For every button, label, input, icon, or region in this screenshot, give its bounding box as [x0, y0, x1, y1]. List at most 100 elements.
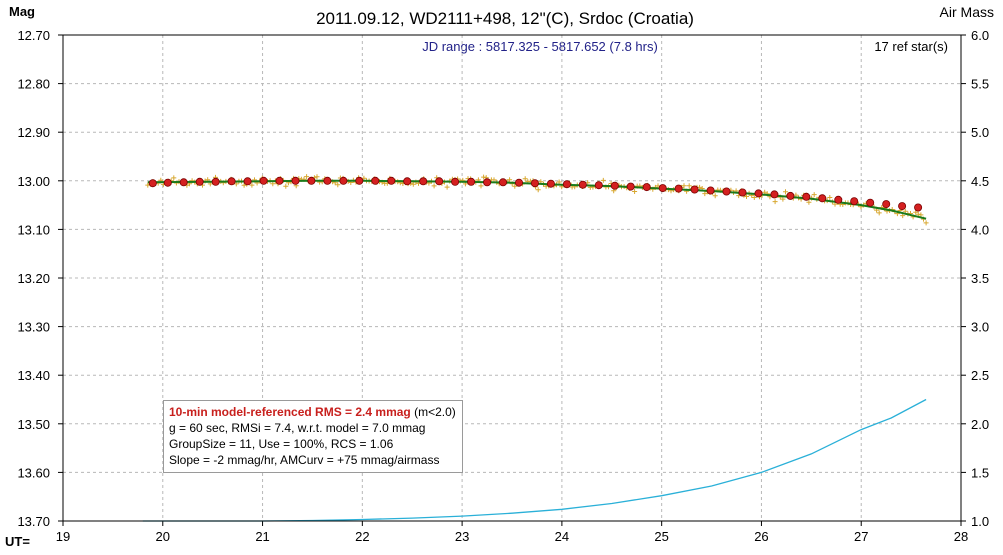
observation-point [811, 192, 817, 198]
y-tick-label: 13.10 [17, 222, 50, 237]
observation-point [171, 175, 177, 181]
y-tick-label: 13.20 [17, 271, 50, 286]
chart-title: 2011.09.12, WD2111+498, 12"(C), Srdoc (C… [316, 9, 694, 28]
binned-average-point [530, 179, 539, 188]
y-tick-label: 13.30 [17, 320, 50, 335]
y2-tick-label: 1.0 [971, 514, 989, 529]
binned-average-point [227, 177, 236, 186]
rms-headline: 10-min model-referenced RMS = 2.4 mmag [169, 405, 411, 419]
binned-average-point [387, 176, 396, 185]
y2-tick-label: 6.0 [971, 28, 989, 43]
x-tick-label: 27 [854, 529, 868, 544]
binned-average-point [834, 195, 843, 204]
observation-point [712, 193, 718, 199]
binned-average-point [259, 176, 268, 185]
stats-line-4: Slope = -2 mmag/hr, AMCurv = +75 mmag/ai… [169, 453, 440, 467]
observation-point [335, 182, 341, 188]
binned-average-point [626, 182, 635, 191]
binned-average-point [546, 179, 555, 188]
binned-average-point [435, 177, 444, 186]
observation-point [632, 189, 638, 194]
binned-average-point [914, 203, 923, 212]
x-tick-label: 25 [654, 529, 668, 544]
y-tick-label: 13.50 [17, 417, 50, 432]
observation-point [744, 194, 749, 199]
observation-point [512, 183, 518, 189]
y-tick-label: 13.60 [17, 465, 50, 480]
binned-average-point [403, 177, 412, 186]
binned-average-point [498, 178, 507, 187]
observation-point [522, 176, 528, 182]
binned-average-point [307, 176, 316, 185]
x-tick-label: 21 [255, 529, 269, 544]
y2-tick-label: 4.0 [971, 222, 989, 237]
y-tick-label: 12.70 [17, 28, 50, 43]
binned-average-point [562, 180, 571, 189]
observation-point [249, 182, 255, 188]
observation-point [304, 174, 310, 180]
stats-line-1: 10-min model-referenced RMS = 2.4 mmag (… [169, 404, 456, 420]
binned-average-point [754, 189, 763, 198]
observation-point [751, 195, 757, 200]
observation-point [444, 184, 450, 190]
y-tick-label: 12.80 [17, 77, 50, 92]
binned-average-point [339, 176, 348, 185]
observation-point [507, 177, 513, 183]
stats-line-2: g = 60 sec, RMSi = 7.4, w.r.t. model = 7… [169, 421, 426, 435]
binned-average-point [323, 176, 332, 185]
y2-tick-label: 2.5 [971, 368, 989, 383]
x-tick-label: 22 [355, 529, 369, 544]
binned-average-point [802, 192, 811, 201]
binned-average-point [898, 202, 907, 211]
y2-tick-label: 1.5 [971, 465, 989, 480]
observation-point [431, 183, 437, 189]
observation-point [535, 187, 541, 193]
x-tick-label: 23 [455, 529, 469, 544]
observation-point [783, 189, 788, 195]
x-tick-label: 26 [754, 529, 768, 544]
y2-tick-label: 3.0 [971, 320, 989, 335]
rms-condition: (m<2.0) [410, 405, 456, 419]
plot-frame [62, 34, 962, 522]
binned-average-point [818, 194, 827, 203]
y2-tick-label: 3.5 [971, 271, 989, 286]
binned-average-point [451, 177, 460, 186]
binned-average-point [275, 176, 284, 185]
y-tick-label: 13.40 [17, 368, 50, 383]
binned-average-point [163, 178, 172, 187]
binned-average-point [706, 186, 715, 195]
binned-average-point [610, 181, 619, 190]
binned-average-point [738, 188, 747, 197]
binned-average-point [770, 190, 779, 199]
stats-line-3: GroupSize = 11, Use = 100%, RCS = 1.06 [169, 437, 394, 451]
observation-point [283, 183, 289, 189]
binned-average-point [866, 198, 875, 207]
y2-tick-label: 4.5 [971, 174, 989, 189]
observation-point [686, 183, 692, 189]
observation-point [314, 174, 320, 180]
observation-point [600, 177, 606, 183]
binned-average-point [419, 177, 428, 186]
y2-tick-label: 5.5 [971, 77, 989, 92]
binned-average-point [355, 176, 364, 185]
binned-average-point [850, 197, 859, 206]
grid-lines [63, 35, 961, 521]
binned-average-point [483, 178, 492, 187]
y-axis-label: Mag [9, 4, 35, 19]
observation-point [772, 199, 778, 205]
y2-axis-label: Air Mass [940, 4, 994, 20]
binned-average-point [786, 191, 795, 200]
observation-point [806, 199, 812, 205]
y2-tick-label: 5.0 [971, 125, 989, 140]
binned-average-point [467, 177, 476, 186]
x-tick-label: 19 [56, 529, 70, 544]
binned-average-point [658, 184, 667, 193]
binned-average-point [882, 200, 891, 209]
x-tick-label: 24 [555, 529, 569, 544]
observation-point [827, 195, 833, 200]
binned-average-point [211, 177, 220, 186]
binned-average-point [594, 181, 603, 190]
observation-point [702, 191, 708, 197]
ref-stars-label: 17 ref star(s) [874, 39, 948, 54]
binned-average-point [578, 180, 587, 189]
